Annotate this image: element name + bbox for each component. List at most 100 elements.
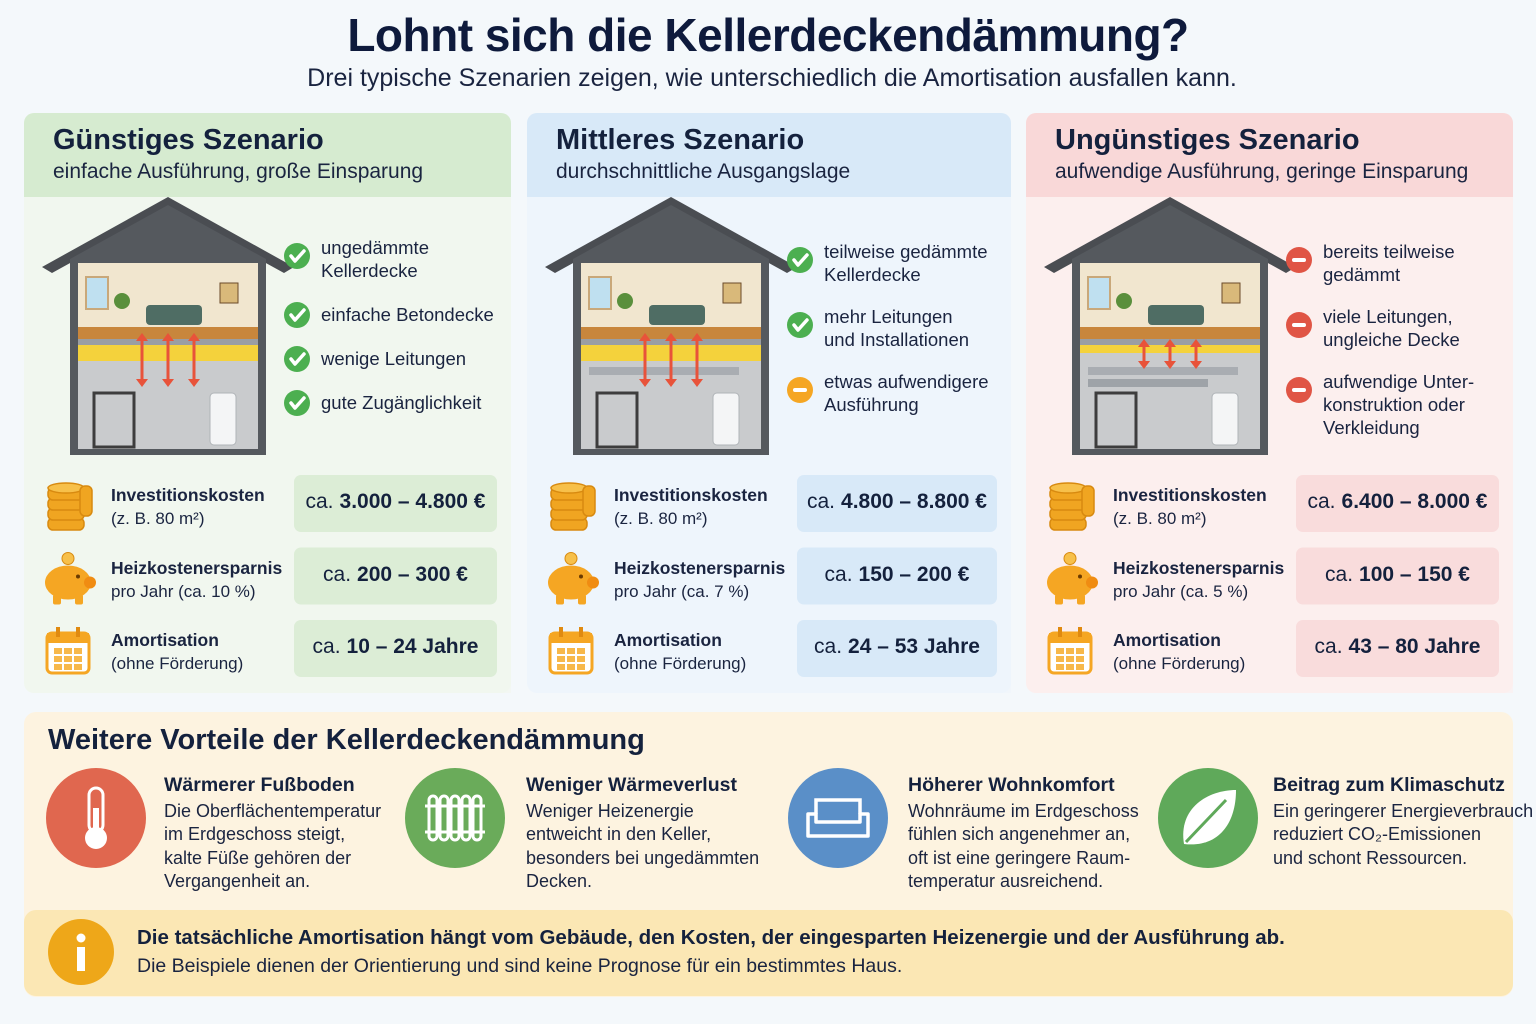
calendar-cell [74,656,82,662]
window [85,276,109,310]
calendar-cell [1066,648,1074,654]
arrowhead [1138,339,1150,347]
calendar-cell [74,648,82,654]
metric-icon [47,482,93,531]
coin [564,552,578,565]
metric-sublabel: (z. B. 80 m²) [1113,509,1207,528]
metric-label: Heizkostenersparnis [614,557,786,578]
calendar-cell [1056,648,1064,654]
scenario-header [1026,113,1513,197]
feature-icon-group [1286,377,1312,403]
feature-text: einfache Betondecke [321,304,494,325]
feature-icon-group [284,302,310,328]
calendar-cell [567,664,575,670]
calendar-ring [1078,627,1082,637]
feature-text: teilweise gedämmte Kellerdecke [824,241,988,285]
feature-icon [284,243,310,269]
metric-value: ca. 6.400 – 8.000 € [1296,490,1499,514]
calendar-cell [557,648,565,654]
scenario-subtitle: einfache Ausführung, große Einsparung [53,160,424,183]
benefit-icon [1158,768,1258,868]
feature-text: mehr Leitungen und Installationen [824,306,970,350]
value-amount: 100 – 150 € [1359,562,1470,586]
floor [1080,327,1260,339]
info-dot [76,933,86,943]
benefit-text: Weniger Heizenergie entweicht in den Kel… [526,801,760,891]
coin-top [550,482,588,494]
piggy-snout [587,576,599,589]
calendar-ring [579,627,583,637]
arrowhead [188,333,200,341]
value-amount: 10 – 24 Jahre [346,635,479,658]
metric-sublabel: (ohne Förderung) [111,654,244,673]
check [289,249,306,263]
piggy-leg [1077,594,1085,605]
arrowhead [639,333,651,341]
piggy-eye [1078,574,1082,579]
feature-icon-group [787,247,813,273]
sofa [649,305,705,325]
info-bar [77,947,85,971]
calendar-cell [64,648,72,654]
feature-text: viele Leitungen, ungleiche Decke [1323,306,1460,350]
metric-icon [45,627,91,675]
calendar-cell [54,664,62,670]
scenario-subtitle: aufwendige Ausführung, geringe Einsparun… [1055,160,1469,183]
calendar-cell [557,656,565,662]
arrowhead [188,379,200,387]
check [289,396,306,410]
metric-value: ca. 150 – 200 € [797,563,997,587]
sofa-back [814,798,862,814]
scenario-title: Ungünstiges Szenario [1055,124,1360,156]
calendar-ring [1058,627,1062,637]
calendar-cell [557,664,565,670]
value-prefix: ca. [323,562,352,586]
value-amount: 150 – 200 € [858,562,970,586]
arrowhead [1138,361,1150,369]
calendar-cell [54,656,62,662]
value-prefix: ca. [824,562,853,586]
metric-value: ca. 200 – 300 € [294,563,497,587]
note-text: Die Beispiele dienen der Orientierung un… [137,955,903,977]
feature-text: etwas aufwendigere Ausführung [824,371,989,415]
calendar-cell [74,664,82,670]
value-prefix: ca. [312,635,341,658]
check [792,253,809,267]
metric-value-box [797,475,997,532]
title: Lohnt sich die Kellerdeckendämmung? [347,9,1189,61]
piggy-body [45,565,91,600]
metric-label: Amortisation [1113,630,1221,650]
metric-sublabel: pro Jahr (ca. 5 %) [1113,581,1249,601]
calendar-cell [1066,664,1074,670]
calendar-cell [1076,664,1084,670]
metric-icon [1047,552,1098,605]
feature-icon [787,247,813,273]
metric-icon [548,552,599,605]
benefit-title: Höherer Wohnkomfort [908,774,1115,796]
metric-label: Investitionskosten [111,485,265,505]
radiator-fin [471,794,483,842]
metric-value-box [294,475,497,532]
picture [1221,282,1241,304]
feature-icon-group [787,377,813,403]
arrowhead [136,333,148,341]
boiler [209,392,237,446]
feature-icon [284,346,310,372]
arrowhead [1190,361,1202,369]
window [588,276,612,310]
check [289,308,306,322]
value-prefix: ca. [305,490,334,513]
value-prefix: ca. [1307,490,1336,513]
plant [1116,293,1132,309]
note-panel [24,910,1513,996]
piggy-leg [1055,594,1063,605]
scenario-header-base [527,180,1011,197]
calendar-cell [577,656,585,662]
metric-label: Amortisation [614,630,722,650]
metric-icon [1047,627,1093,675]
coin [1081,485,1095,517]
calendar-cell [54,648,62,654]
metric-value-box [294,620,497,677]
metric-sublabel: pro Jahr (ca. 10 %) [111,581,256,601]
